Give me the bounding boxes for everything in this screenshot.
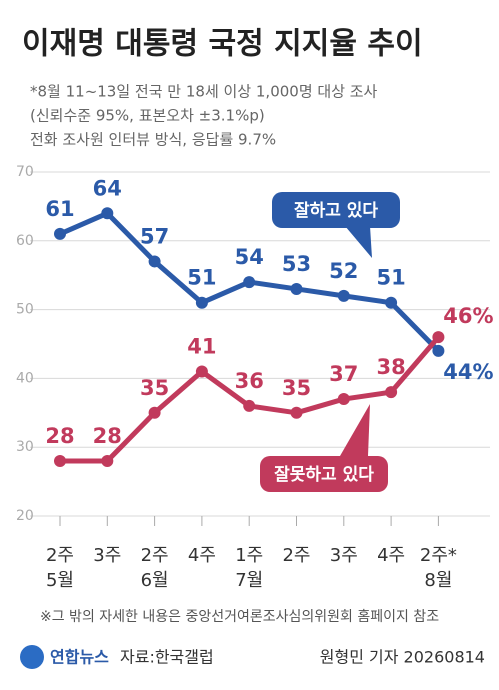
y-tick-label: 30: [16, 439, 34, 455]
subtitle: *8월 11~13일 전국 만 18세 이상 1,000명 대상 조사: [30, 83, 378, 101]
data-point: [243, 399, 256, 412]
data-point: [148, 406, 161, 419]
data-point: [290, 406, 303, 419]
x-tick-label: 3주: [93, 545, 121, 566]
footnote: ※그 밖의 자세한 내용은 중앙선거여론조사심의위원회 홈페이지 참조: [40, 609, 439, 625]
x-tick-label: 1주: [235, 545, 263, 566]
data-point: [54, 454, 66, 467]
legend-box: [272, 192, 400, 228]
data-point: [148, 255, 161, 268]
legend-box: [260, 456, 388, 492]
data-label: 51: [187, 266, 216, 290]
data-point: [385, 296, 398, 309]
y-tick-label: 40: [16, 370, 34, 386]
logo: 연합뉴스: [50, 648, 109, 667]
legend-pointer: [340, 404, 370, 456]
data-label: 36: [235, 369, 264, 393]
y-tick-label: 20: [16, 508, 34, 524]
legend-pointer: [345, 226, 372, 258]
source: 자료:한국갤럽: [120, 648, 214, 667]
x-tick-label: 4주: [377, 545, 405, 566]
data-point: [195, 296, 208, 309]
chart-title: 이재명 대통령 국정 지지율 추이: [22, 27, 423, 62]
data-point: [290, 282, 303, 295]
data-point: [101, 207, 114, 220]
x-month-label: 8월: [424, 570, 452, 591]
logo-icon: [20, 645, 44, 669]
data-label: 53: [282, 252, 311, 276]
data-point: [101, 454, 114, 467]
data-label: 61: [45, 197, 74, 221]
legend-label: 잘하고 있다: [294, 200, 378, 221]
data-point: [385, 386, 398, 399]
data-point: [54, 227, 66, 240]
x-month-label: 6월: [141, 570, 169, 591]
data-label: 52: [329, 259, 358, 283]
data-label: 44%: [443, 360, 493, 384]
data-point: [432, 331, 445, 344]
data-point: [337, 393, 350, 406]
data-label: 51: [376, 266, 405, 290]
x-tick-label: 2주: [141, 545, 169, 566]
y-tick-label: 70: [16, 164, 34, 180]
subtitle: 전화 조사원 인터뷰 방식, 응답률 9.7%: [30, 131, 276, 149]
data-point: [243, 276, 256, 289]
x-tick-label: 2주: [46, 545, 74, 566]
legend-label: 잘못하고 있다: [274, 464, 374, 485]
x-tick-label: 2주: [282, 545, 310, 566]
data-label: 35: [282, 376, 311, 400]
y-tick-label: 50: [16, 302, 34, 318]
data-label: 57: [140, 224, 169, 248]
data-label: 37: [329, 362, 358, 386]
x-tick-label: 4주: [188, 545, 216, 566]
data-point: [337, 289, 350, 302]
data-label: 46%: [443, 304, 493, 328]
data-point: [432, 344, 445, 357]
data-label: 38: [376, 355, 405, 379]
credit: 원형민 기자 20260814: [320, 648, 485, 667]
data-label: 28: [93, 424, 122, 448]
data-label: 35: [140, 376, 169, 400]
data-label: 54: [235, 245, 264, 269]
data-label: 41: [187, 335, 216, 359]
subtitle: (신뢰수준 95%, 표본오차 ±3.1%p): [30, 107, 265, 125]
data-label: 64: [93, 176, 122, 200]
y-tick-label: 60: [16, 233, 34, 249]
x-tick-label: 3주: [330, 545, 358, 566]
x-month-label: 7월: [235, 570, 263, 591]
data-point: [195, 365, 208, 378]
x-tick-label: 2주*: [420, 545, 457, 566]
x-month-label: 5월: [46, 570, 74, 591]
data-label: 28: [45, 424, 74, 448]
